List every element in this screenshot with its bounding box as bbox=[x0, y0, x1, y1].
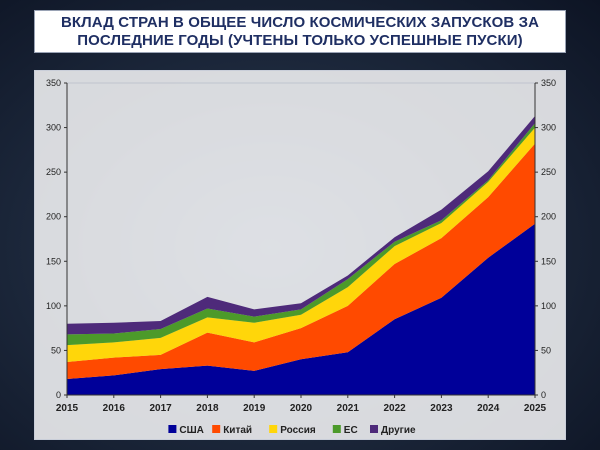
legend-label-3: Россия bbox=[280, 425, 316, 436]
y-tick-label-right: 350 bbox=[541, 78, 556, 88]
area-series-3 bbox=[67, 127, 535, 362]
legend-swatch-2 bbox=[212, 425, 221, 433]
y-tick-label-left: 150 bbox=[46, 256, 61, 266]
y-tick-label-right: 100 bbox=[541, 301, 556, 311]
legend-label-2: Китай bbox=[223, 425, 252, 436]
legend-label-1: США bbox=[179, 425, 204, 436]
legend-swatch-3 bbox=[269, 425, 278, 433]
x-tick-label: 2017 bbox=[149, 403, 172, 414]
y-tick-label-left: 200 bbox=[46, 212, 61, 222]
y-tick-label-right: 250 bbox=[541, 167, 556, 177]
legend-swatch-5 bbox=[370, 425, 378, 433]
legend-label-5: Другие bbox=[381, 425, 416, 436]
y-tick-label-left: 350 bbox=[46, 78, 61, 88]
chart-title-box: ВКЛАД СТРАН В ОБЩЕЕ ЧИСЛО КОСМИЧЕСКИХ ЗА… bbox=[34, 10, 566, 53]
x-tick-label: 2023 bbox=[430, 403, 453, 414]
legend-swatch-4 bbox=[332, 425, 341, 433]
x-tick-label: 2020 bbox=[290, 403, 313, 414]
chart-title: ВКЛАД СТРАН В ОБЩЕЕ ЧИСЛО КОСМИЧЕСКИХ ЗА… bbox=[60, 13, 540, 49]
y-tick-label-right: 0 bbox=[541, 390, 546, 400]
y-tick-label-right: 300 bbox=[541, 123, 556, 133]
x-tick-label: 2019 bbox=[243, 403, 266, 414]
y-tick-label-left: 50 bbox=[51, 345, 61, 355]
y-tick-label-right: 200 bbox=[541, 212, 556, 222]
area-series-1 bbox=[67, 223, 535, 395]
x-tick-label: 2016 bbox=[103, 403, 126, 414]
y-tick-label-left: 300 bbox=[46, 123, 61, 133]
chart-panel: 0 0 50 50 100 100 150 150 200 200 250 250 300 300 350 3… bbox=[34, 70, 566, 440]
y-tick-label-right: 150 bbox=[541, 256, 556, 266]
stacked-area-chart: 0 0 50 50 100 100 150 150 200 200 250 250 300 300 350 3… bbox=[46, 78, 556, 436]
legend-swatch-1 bbox=[168, 425, 177, 433]
y-tick-label-left: 100 bbox=[46, 301, 61, 311]
legend-label-4: ЕС bbox=[344, 425, 358, 436]
x-tick-label: 2018 bbox=[196, 403, 219, 414]
y-tick-label-left: 0 bbox=[56, 390, 61, 400]
x-tick-label: 2022 bbox=[383, 403, 406, 414]
x-tick-label: 2021 bbox=[337, 403, 360, 414]
area-series-2 bbox=[67, 143, 535, 379]
x-tick-label: 2024 bbox=[477, 403, 500, 414]
x-tick-label: 2025 bbox=[524, 403, 547, 414]
y-tick-label-left: 250 bbox=[46, 167, 61, 177]
y-tick-label-right: 50 bbox=[541, 345, 551, 355]
x-tick-label: 2015 bbox=[56, 403, 79, 414]
